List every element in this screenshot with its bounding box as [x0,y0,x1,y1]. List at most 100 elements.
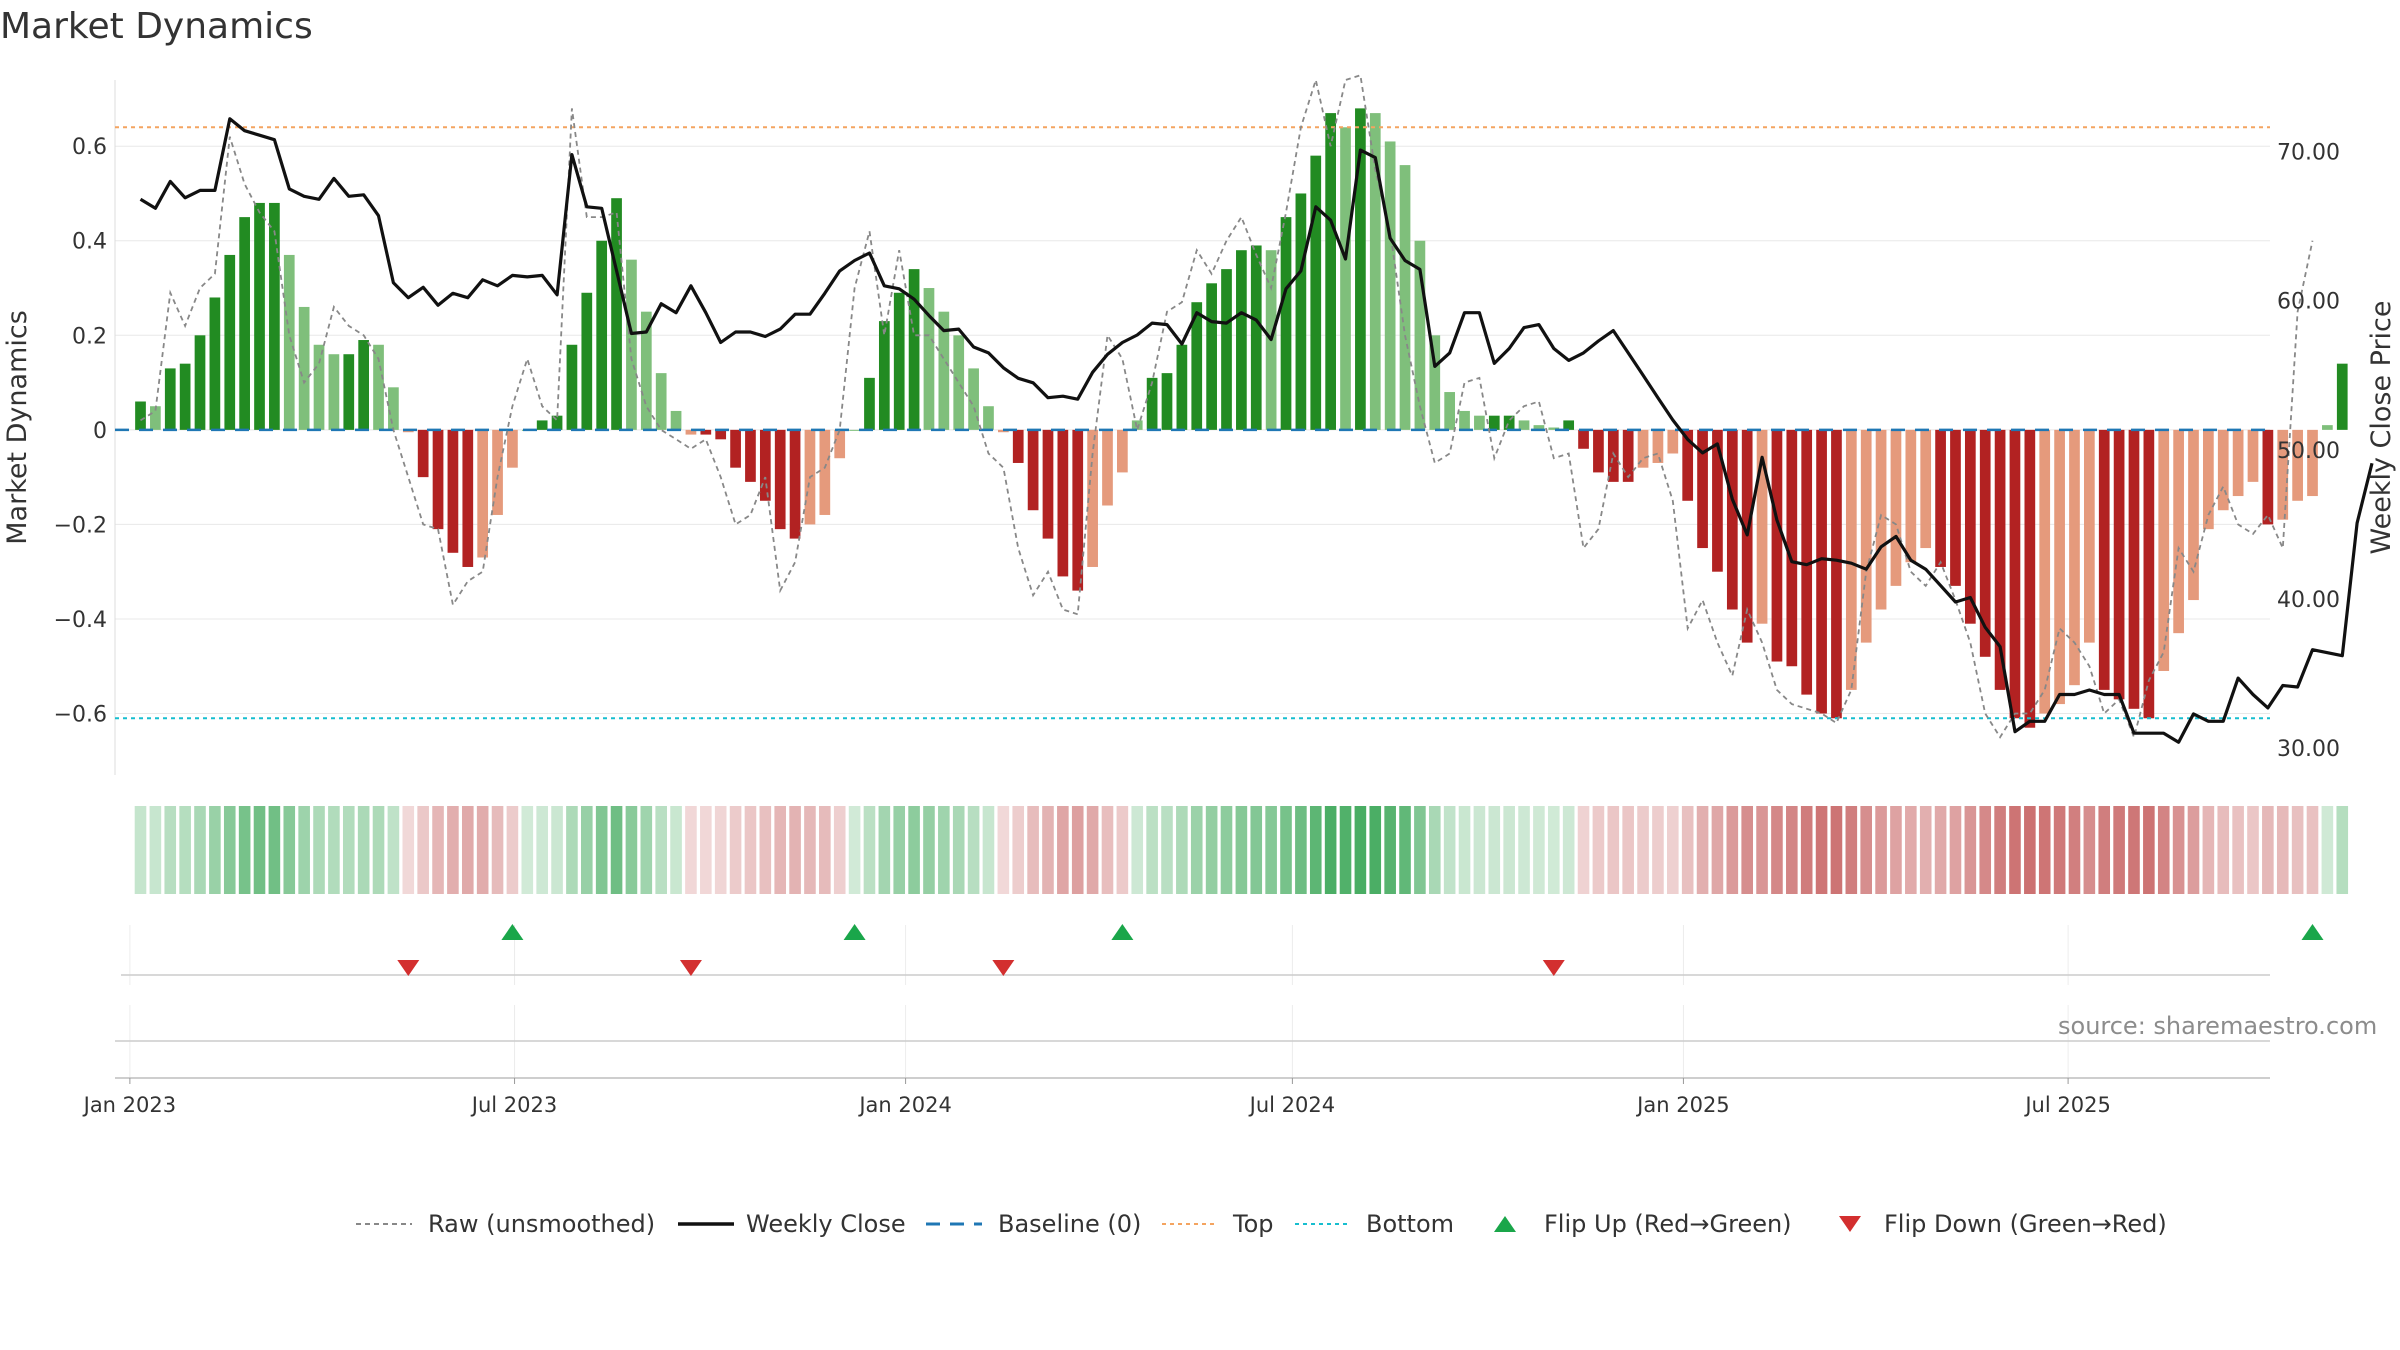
dynamics-bar [1756,429,1768,624]
heat-cell [1696,806,1709,894]
dynamics-bar [819,429,831,515]
dynamics-bar [2232,429,2244,497]
right-tick-label: 60.00 [2277,290,2340,315]
dynamics-bar [2292,429,2303,501]
heat-cell [149,806,162,894]
dynamics-bar [1875,429,1887,610]
heat-cell [209,806,221,894]
heat-cell [1369,806,1382,894]
heat-cell [2024,806,2036,894]
heat-cell [1622,806,1634,894]
dynamics-bar [2307,429,2318,497]
source-credit: source: sharemaestro.com [2058,1012,2378,1040]
dynamics-bar [1340,127,1351,430]
heat-cell [1652,806,1664,894]
heat-cell [2053,806,2066,894]
legend-label: Weekly Close [746,1210,906,1238]
dynamics-bar [477,429,489,558]
dynamics-bar [774,429,786,530]
dynamics-bar [1206,283,1217,430]
dynamics-bar [1831,429,1842,719]
heat-cell [2157,806,2170,894]
dynamics-bar [2098,429,2110,690]
heat-cell [1667,806,1679,894]
x-tick-label: Jul 2023 [470,1093,557,1117]
dynamics-bar [298,306,310,430]
heat-cell [328,806,340,894]
heat-cell [2083,806,2096,894]
heat-cell [1309,806,1322,894]
heat-cell [2247,806,2259,894]
heat-cell [1146,806,1158,894]
dynamics-bar [1117,429,1128,473]
dynamics-bar [373,344,384,430]
dynamics-bar [2113,429,2125,700]
dynamics-bar [1890,429,1902,586]
dynamics-bar [2247,429,2259,482]
heat-cell [1042,806,1054,894]
heat-cell [1443,806,1456,894]
legend-label: Flip Down (Green→Red) [1884,1210,2167,1238]
dynamics-bar [1682,429,1694,501]
heat-cell [1339,806,1352,894]
dynamics-bar [1057,429,1069,577]
heat-cell [759,806,772,894]
dynamics-bar [447,429,459,553]
heat-cell [982,806,995,894]
dynamics-bar [194,335,206,430]
heat-cell [744,806,757,894]
right-tick-label: 70.00 [2277,141,2340,166]
dynamics-bar [1935,429,1946,567]
legend-label: Flip Up (Red→Green) [1544,1210,1792,1238]
heat-cell [461,806,474,894]
dynamics-bar [239,217,250,430]
dynamics-bar [1652,429,1664,463]
heat-cell [1592,806,1605,894]
heat-cell [194,806,206,894]
dynamics-bar [953,335,965,430]
heat-cell [447,806,459,894]
dynamics-bar [2024,429,2036,728]
dynamics-bar [893,292,905,430]
heat-cell [1235,806,1248,894]
dynamics-bar [670,410,682,430]
legend-item-close: Weekly Close [678,1210,906,1238]
legend-label: Raw (unsmoothed) [428,1210,655,1238]
dynamics-bar [1518,420,1530,430]
dynamics-bar [1816,429,1827,714]
dynamics-bar [1399,165,1411,430]
dynamics-bar [1667,429,1679,454]
heat-cell [253,806,266,894]
heat-cell [1503,806,1515,894]
dynamics-bar [1355,108,1366,430]
dynamics-bar [1161,373,1173,430]
dynamics-bar [640,311,652,430]
heat-cell [1324,806,1337,894]
heat-cell [1681,806,1694,894]
heat-cell [1057,806,1069,894]
dynamics-bar [1027,429,1039,511]
left-tick-label: −0.4 [54,608,107,633]
dynamics-bar [1429,335,1441,430]
dynamics-bar [655,373,667,430]
heat-cell [536,806,548,894]
heat-cell [923,806,935,894]
x-tick-label: Jan 2024 [857,1093,952,1117]
dynamics-bar [1964,429,1976,624]
heat-cell [863,806,876,894]
dynamics-bar [1280,217,1292,430]
dynamics-bar [2336,363,2348,430]
heat-cell [2098,806,2111,894]
heat-cell [640,806,653,894]
heat-cell [1637,806,1649,894]
dynamics-bar [224,254,236,430]
legend: Raw (unsmoothed) Weekly Close Baseline (0)… [356,1210,2167,1238]
right-axis-ticks: 70.00 60.00 50.00 40.00 30.00 [2277,141,2340,763]
dynamics-bar [1801,429,1813,695]
heat-cell [1205,806,1218,894]
heat-cell [372,806,385,894]
dynamics-bar [1533,425,1545,430]
heat-cell [1399,806,1411,894]
heat-cell [283,806,296,894]
dynamics-bar [492,429,503,515]
